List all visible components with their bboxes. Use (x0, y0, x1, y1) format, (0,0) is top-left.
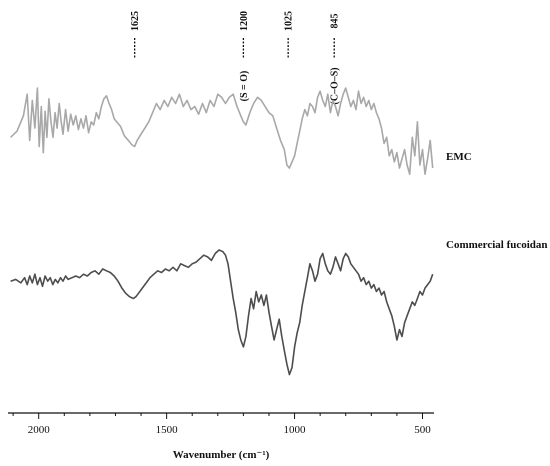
series-labels: EMC Commercial fucoidan (446, 151, 548, 251)
x-tick-label: 2000 (28, 424, 51, 436)
x-tick-label: 1500 (156, 424, 179, 436)
x-axis-label: Wavenumber (cm⁻¹) (173, 449, 270, 461)
series-line-commercial-fucoidan (10, 249, 434, 376)
peak-marker-value: 1025 (284, 11, 295, 31)
series-line-emc (10, 87, 434, 175)
x-tick-label: 1000 (284, 424, 307, 436)
peak-marker-value: 1200 (239, 11, 250, 31)
x-tick-label: 500 (414, 424, 431, 436)
peak-markers: 1625 1200 (S = O) 1025 845 (C–O–S) (130, 11, 341, 105)
peak-assignment-label: (C–O–S) (330, 67, 341, 104)
x-axis-ticks: 2000 1500 1000 500 (12, 413, 431, 436)
spectra (10, 87, 434, 376)
peak-assignment-label: (S = O) (239, 71, 250, 102)
peak-marker-value: 1625 (130, 11, 141, 31)
series-label-commercial-fucoidan: Commercial fucoidan (446, 239, 548, 251)
peak-marker-value: 845 (330, 14, 341, 29)
series-label-emc: EMC (446, 151, 472, 163)
